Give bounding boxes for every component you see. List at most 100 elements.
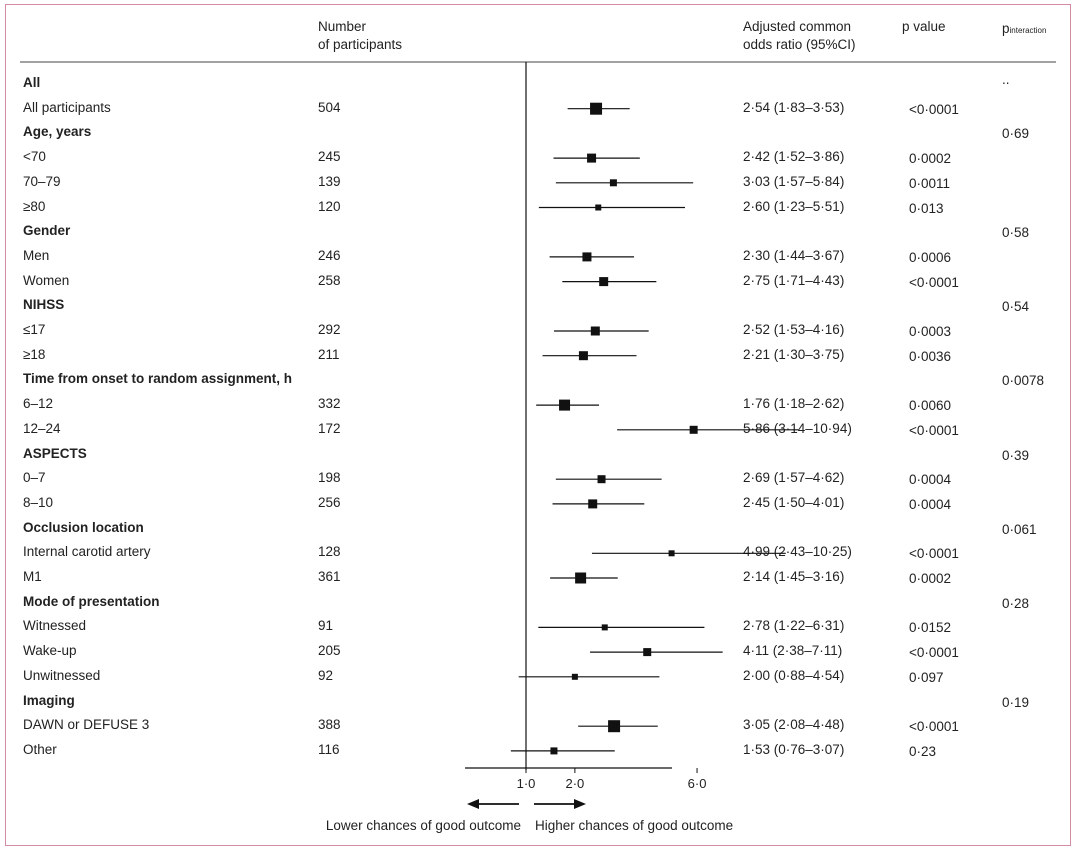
odds-ratio-text: 2·00 (0·88–4·54) <box>743 667 845 683</box>
participants-count: 205 <box>318 643 341 659</box>
participants-count: 128 <box>318 544 341 560</box>
row-label: Witnessed <box>23 618 87 634</box>
p-value: 0·0006 <box>909 249 952 265</box>
point-estimate-marker <box>595 204 602 211</box>
participants-count: 388 <box>318 717 341 733</box>
right-arrow-icon <box>574 799 586 809</box>
participants-count: 211 <box>318 346 340 362</box>
p-value: 0·0002 <box>909 571 952 586</box>
p-value: 0·0004 <box>909 472 952 488</box>
odds-ratio-text: 3·03 (1·57–5·84) <box>743 173 845 189</box>
left-arrow-icon <box>467 799 479 809</box>
p-value: 0·23 <box>909 743 937 759</box>
row-label: 0–7 <box>23 470 46 486</box>
participants-count: 292 <box>318 322 341 337</box>
odds-ratio-text: 2·60 (1·23–5·51) <box>743 198 845 214</box>
x-tick-label: 6·0 <box>688 776 707 791</box>
odds-ratio-header-line1: Adjusted common <box>743 19 852 34</box>
point-estimate-marker <box>582 252 592 262</box>
x-tick-label: 1·0 <box>517 776 536 791</box>
odds-ratio-text: 4·99 (2·43–10·25) <box>743 544 852 560</box>
point-estimate-marker <box>609 179 617 187</box>
participants-count: 120 <box>318 198 341 214</box>
subgroup-header: Age, years <box>23 124 92 140</box>
participants-count: 91 <box>318 618 334 634</box>
odds-ratio-text: 2·42 (1·52–3·86) <box>743 149 845 165</box>
point-estimate-marker <box>599 277 609 287</box>
higher-chances-label: Higher chances of good outcome <box>535 818 733 833</box>
participants-header-line1: Number <box>318 19 367 34</box>
point-estimate-marker <box>601 624 608 631</box>
point-estimate-marker <box>588 499 598 509</box>
subgroup-header: All <box>23 75 41 90</box>
subgroup-header: ASPECTS <box>23 445 87 461</box>
participants-count: 172 <box>318 420 341 436</box>
p-value: <0·0001 <box>909 422 959 438</box>
p-interaction-value: 0·58 <box>1002 225 1030 241</box>
point-estimate-marker <box>571 673 578 680</box>
odds-ratio-text: 1·76 (1·18–2·62) <box>743 396 845 412</box>
row-label: Unwitnessed <box>23 667 101 683</box>
row-label: Women <box>23 272 70 288</box>
point-estimate-marker <box>550 747 558 755</box>
odds-ratio-text: 3·05 (2·08–4·48) <box>743 717 845 733</box>
point-estimate-marker <box>587 153 597 163</box>
odds-ratio-text: 2·54 (1·83–3·53) <box>743 99 845 115</box>
odds-ratio-text: 1·53 (0·76–3·07) <box>743 741 845 757</box>
subgroup-header: Occlusion location <box>23 519 144 535</box>
p-value-header: p value <box>902 19 946 34</box>
odds-ratio-text: 2·21 (1·30–3·75) <box>743 346 845 362</box>
point-estimate-marker <box>590 102 603 115</box>
point-estimate-marker <box>608 720 621 733</box>
participants-count: 92 <box>318 667 334 683</box>
odds-ratio-text: 2·75 (1·71–4·43) <box>743 272 845 288</box>
point-estimate-marker <box>597 475 606 484</box>
participants-count: 139 <box>318 173 341 189</box>
point-estimate-marker <box>668 550 675 557</box>
p-interaction-value: 0·28 <box>1002 595 1030 611</box>
odds-ratio-text: 2·69 (1·57–4·62) <box>743 470 845 486</box>
point-estimate-marker <box>689 425 698 434</box>
odds-ratio-text: 2·14 (1·45–3·16) <box>743 569 845 584</box>
odds-ratio-text: 2·52 (1·53–4·16) <box>743 322 845 337</box>
p-interaction-sub: interaction <box>1009 26 1047 35</box>
participants-header-line2: of participants <box>318 37 403 52</box>
participants-count: 332 <box>318 396 341 412</box>
odds-ratio-text: 2·45 (1·50–4·01) <box>743 494 845 510</box>
figure-frame <box>5 4 1071 846</box>
p-interaction-value: 0·061 <box>1002 521 1037 537</box>
row-label: ≤17 <box>23 322 46 337</box>
subgroup-header: Imaging <box>23 692 75 708</box>
participants-count: 116 <box>318 741 340 757</box>
p-value: 0·0152 <box>909 620 952 636</box>
row-label: 8–10 <box>23 494 54 510</box>
p-value: 0·0011 <box>909 175 951 191</box>
row-label: DAWN or DEFUSE 3 <box>23 717 150 733</box>
subgroup-header: Mode of presentation <box>23 593 160 609</box>
point-estimate-marker <box>559 399 571 411</box>
point-estimate-marker <box>578 351 588 361</box>
row-label: Men <box>23 247 50 263</box>
p-value: 0·0004 <box>909 496 952 512</box>
point-estimate-marker <box>575 572 587 584</box>
p-value: 0·0003 <box>909 324 952 339</box>
p-interaction-header: pinteraction <box>1002 21 1046 39</box>
participants-count: 504 <box>318 99 341 115</box>
p-value: 0·0036 <box>909 348 952 364</box>
p-value: <0·0001 <box>909 101 959 117</box>
row-label: 6–12 <box>23 396 54 412</box>
p-value: <0·0001 <box>909 546 959 562</box>
participants-count: 245 <box>318 149 341 165</box>
odds-ratio-text: 5·86 (3·14–10·94) <box>743 420 852 436</box>
odds-ratio-text: 2·30 (1·44–3·67) <box>743 247 845 263</box>
subgroup-header: NIHSS <box>23 297 65 313</box>
p-value: 0·0060 <box>909 398 952 414</box>
odds-ratio-text: 4·11 (2·38–7·11) <box>743 643 843 659</box>
p-value: 0·097 <box>909 669 944 685</box>
point-estimate-marker <box>590 326 600 336</box>
point-estimate-marker <box>643 648 652 657</box>
participants-count: 256 <box>318 494 341 510</box>
odds-ratio-text: 2·78 (1·22–6·31) <box>743 618 845 634</box>
row-label: 70–79 <box>23 173 61 189</box>
